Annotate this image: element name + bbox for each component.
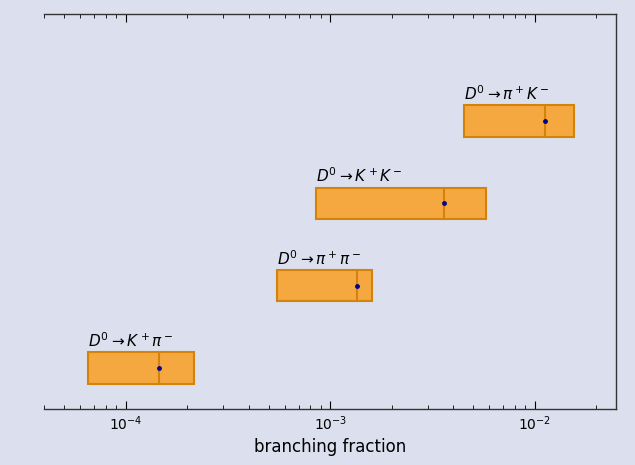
X-axis label: branching fraction: branching fraction [254,438,406,456]
Bar [464,106,573,137]
Bar [316,188,486,219]
Text: $D^0 \to \pi^+K^-$: $D^0 \to \pi^+K^-$ [464,84,549,103]
Text: $D^0 \to K^+K^-$: $D^0 \to K^+K^-$ [316,166,403,185]
Bar [277,270,372,301]
Bar [88,352,194,384]
Text: $D^0 \to \pi^+\pi^-$: $D^0 \to \pi^+\pi^-$ [277,249,361,267]
Text: $D^0 \to K^+\pi^-$: $D^0 \to K^+\pi^-$ [88,331,173,350]
